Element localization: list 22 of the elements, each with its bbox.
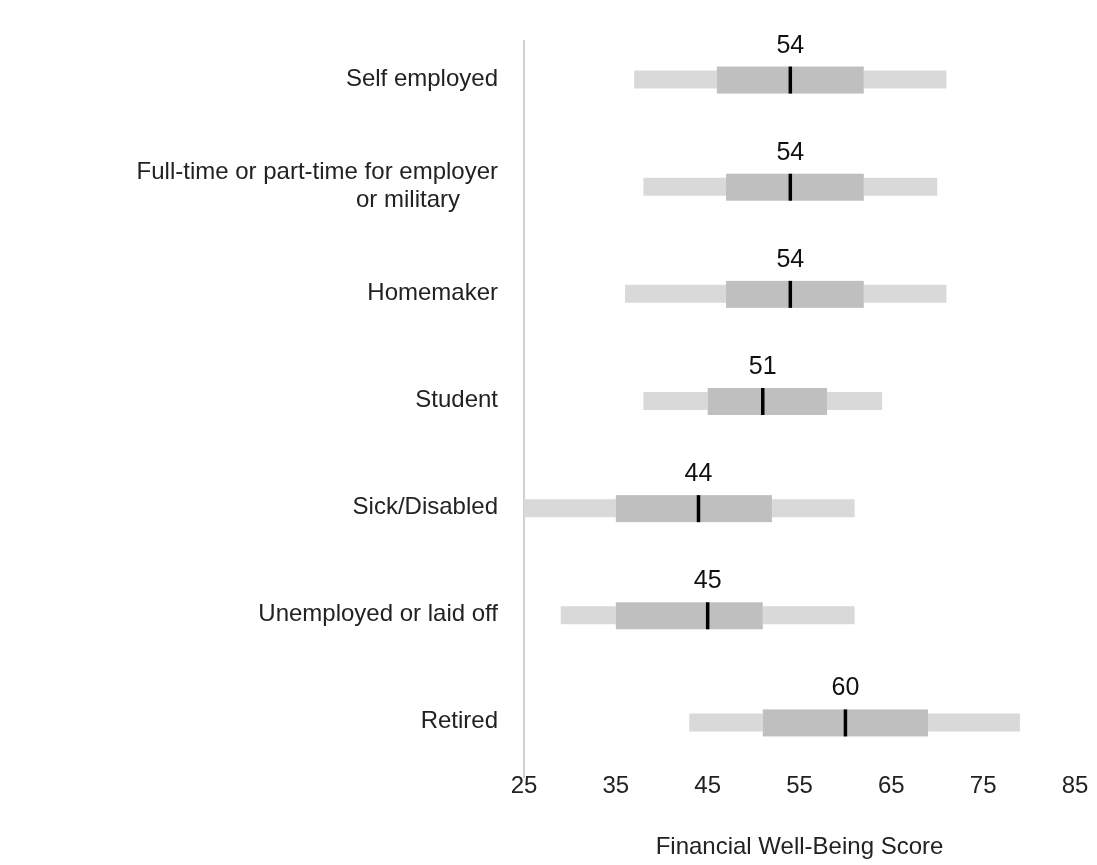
annotation: 60 — [831, 672, 860, 701]
y-tick-label: Unemployed or laid off — [258, 599, 499, 627]
annotation: 51 — [748, 351, 777, 379]
x-tick-label: 75 — [969, 771, 997, 798]
annotation: 54 — [776, 29, 805, 58]
y-tick-label: Full-time or part-time for employer or military — [136, 156, 498, 212]
y-tick-label: Sick/Disabled — [352, 492, 498, 520]
y-tick-label: Student — [415, 385, 499, 412]
y-tick-label: Retired — [420, 706, 498, 734]
annotation: 44 — [684, 458, 713, 487]
y-tick-label: Self employed — [345, 63, 498, 91]
x-tick-label: 85 — [1061, 771, 1089, 798]
x-tick-label: 45 — [694, 771, 722, 798]
x-tick-label: 55 — [786, 771, 813, 798]
annotation: 54 — [776, 136, 805, 165]
annotation: 45 — [693, 565, 722, 594]
y-tick-label: Homemaker — [367, 277, 498, 305]
x-tick-label: 65 — [877, 771, 905, 798]
x-tick-label: 25 — [510, 771, 538, 798]
x-axis-title: Financial Well-Being Score — [655, 832, 944, 859]
x-tick-label: 35 — [602, 771, 630, 798]
annotation: 54 — [776, 243, 805, 272]
